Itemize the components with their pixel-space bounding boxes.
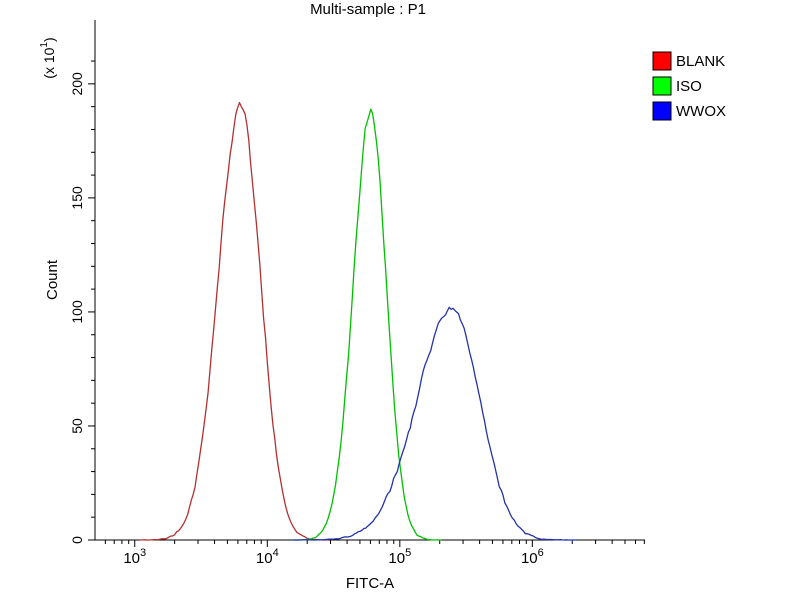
legend-swatch xyxy=(652,51,672,71)
legend-item: WWOX xyxy=(652,101,726,121)
histogram-curve-wwox xyxy=(291,306,578,541)
legend: BLANK ISO WWOX xyxy=(652,51,726,121)
y-axis-multiplier-label: (x 101) xyxy=(39,37,57,78)
y-tick-label: 50 xyxy=(69,418,85,434)
histogram-curve-iso xyxy=(292,108,442,541)
histogram-curve-blank xyxy=(139,101,329,541)
legend-label: ISO xyxy=(676,78,702,95)
legend-swatch xyxy=(652,101,672,121)
legend-swatch xyxy=(652,76,672,96)
axes: 103 104 105 106 0 50 100 150 200 xyxy=(69,20,645,567)
y-tick-label: 150 xyxy=(69,186,85,210)
chart-title: Multi-sample : P1 xyxy=(310,1,426,18)
y-tick-label: 0 xyxy=(69,536,85,544)
legend-item: ISO xyxy=(652,76,702,96)
x-tick-label: 105 xyxy=(388,547,411,567)
x-axis-label: FITC-A xyxy=(346,575,394,592)
legend-label: WWOX xyxy=(676,103,726,120)
y-tick-label: 100 xyxy=(69,300,85,324)
legend-item: BLANK xyxy=(652,51,725,71)
legend-label: BLANK xyxy=(676,53,725,70)
x-tick-label: 104 xyxy=(256,547,279,567)
x-tick-label: 103 xyxy=(123,547,146,567)
x-tick-label: 106 xyxy=(521,547,544,567)
y-axis-label: Count xyxy=(44,259,61,300)
series-curves xyxy=(139,101,578,541)
y-tick-label: 200 xyxy=(69,72,85,96)
